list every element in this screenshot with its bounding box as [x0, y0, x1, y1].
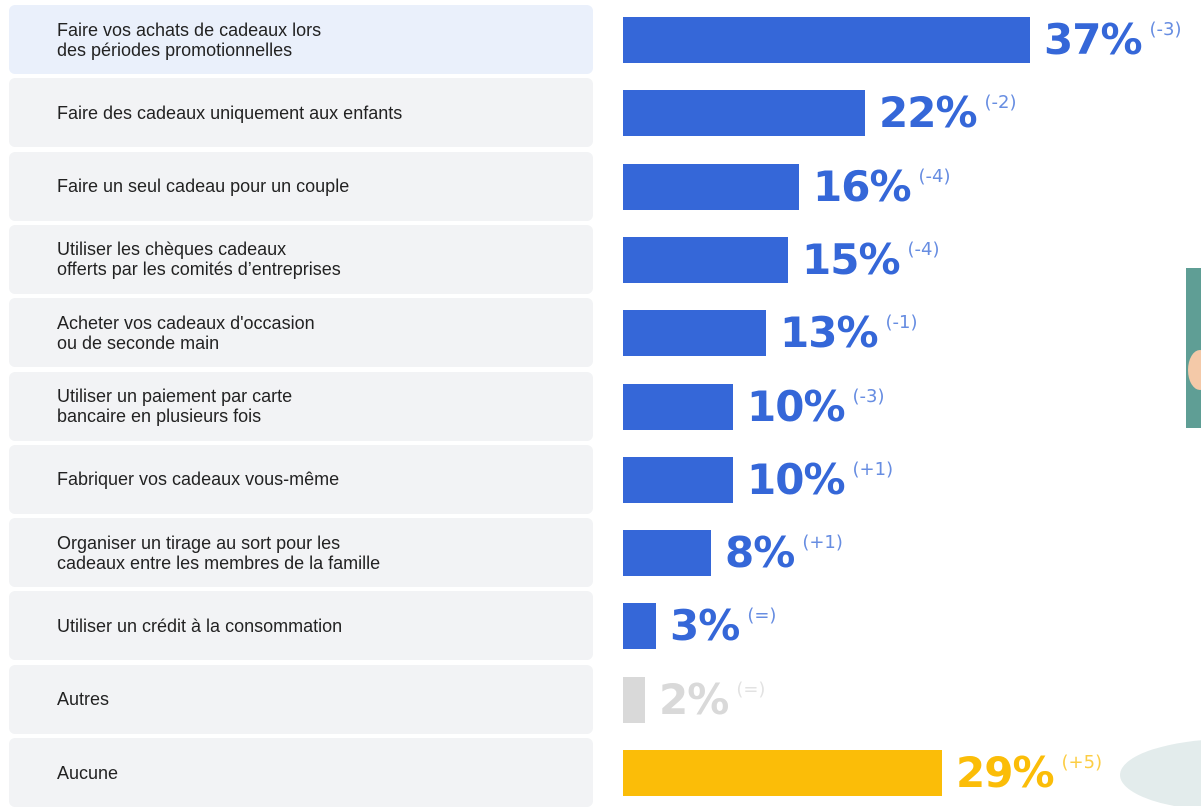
- value-label: 22%: [879, 88, 978, 138]
- category-label: Faire vos achats de cadeaux lors des pér…: [9, 5, 593, 74]
- value-label: 15%: [802, 234, 901, 284]
- bar: [623, 163, 799, 210]
- category-label: Faire des cadeaux uniquement aux enfants: [9, 78, 593, 148]
- illustration-panel: [1186, 268, 1201, 428]
- value-label: 8%: [725, 528, 795, 578]
- change-label: (+1): [802, 532, 843, 554]
- value-label: 10%: [747, 454, 846, 504]
- bar: [623, 236, 788, 283]
- category-label: Fabriquer vos cadeaux vous-même: [9, 444, 593, 514]
- bar: [623, 17, 1030, 63]
- illustration-hand: [1188, 350, 1201, 390]
- change-label: (-4): [918, 165, 951, 187]
- change-label: (=): [747, 605, 777, 627]
- category-label: Acheter vos cadeaux d'occasion ou de sec…: [9, 298, 593, 368]
- bar: [623, 676, 645, 723]
- illustration-plate: [1120, 740, 1201, 806]
- category-label: Autres: [9, 664, 593, 734]
- change-label: (-3): [852, 385, 885, 407]
- category-label: Utiliser un crédit à la consommation: [9, 591, 593, 661]
- bar: [623, 383, 733, 430]
- category-label: Aucune: [9, 738, 593, 807]
- value-label: 3%: [670, 601, 740, 651]
- category-label: Organiser un tirage au sort pour les cad…: [9, 518, 593, 588]
- value-label: 29%: [956, 748, 1055, 797]
- bar: [623, 456, 733, 503]
- value-label: 13%: [780, 308, 879, 358]
- change-label: (-2): [984, 92, 1017, 114]
- bar: [623, 310, 766, 357]
- bar: [623, 603, 656, 650]
- value-label: 10%: [747, 381, 846, 431]
- change-label: (-3): [1149, 19, 1182, 40]
- bar: [623, 90, 865, 137]
- category-label: Faire un seul cadeau pour un couple: [9, 151, 593, 221]
- change-label: (-4): [907, 238, 940, 260]
- value-label: 37%: [1044, 15, 1143, 64]
- category-label: Utiliser les chèques cadeaux offerts par…: [9, 224, 593, 294]
- value-label: 16%: [813, 161, 912, 211]
- change-label: (-1): [885, 312, 918, 334]
- bar: [623, 530, 711, 577]
- change-label: (+5): [1061, 752, 1103, 773]
- change-label: (=): [736, 678, 766, 700]
- category-label: Utiliser un paiement par carte bancaire …: [9, 371, 593, 441]
- value-label: 2%: [659, 674, 729, 724]
- change-label: (+1): [852, 458, 894, 480]
- bar: [623, 750, 942, 796]
